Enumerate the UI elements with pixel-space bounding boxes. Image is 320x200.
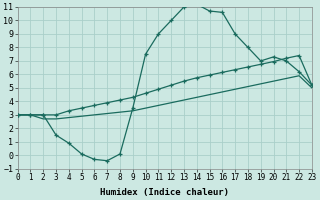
X-axis label: Humidex (Indice chaleur): Humidex (Indice chaleur) xyxy=(100,188,229,197)
